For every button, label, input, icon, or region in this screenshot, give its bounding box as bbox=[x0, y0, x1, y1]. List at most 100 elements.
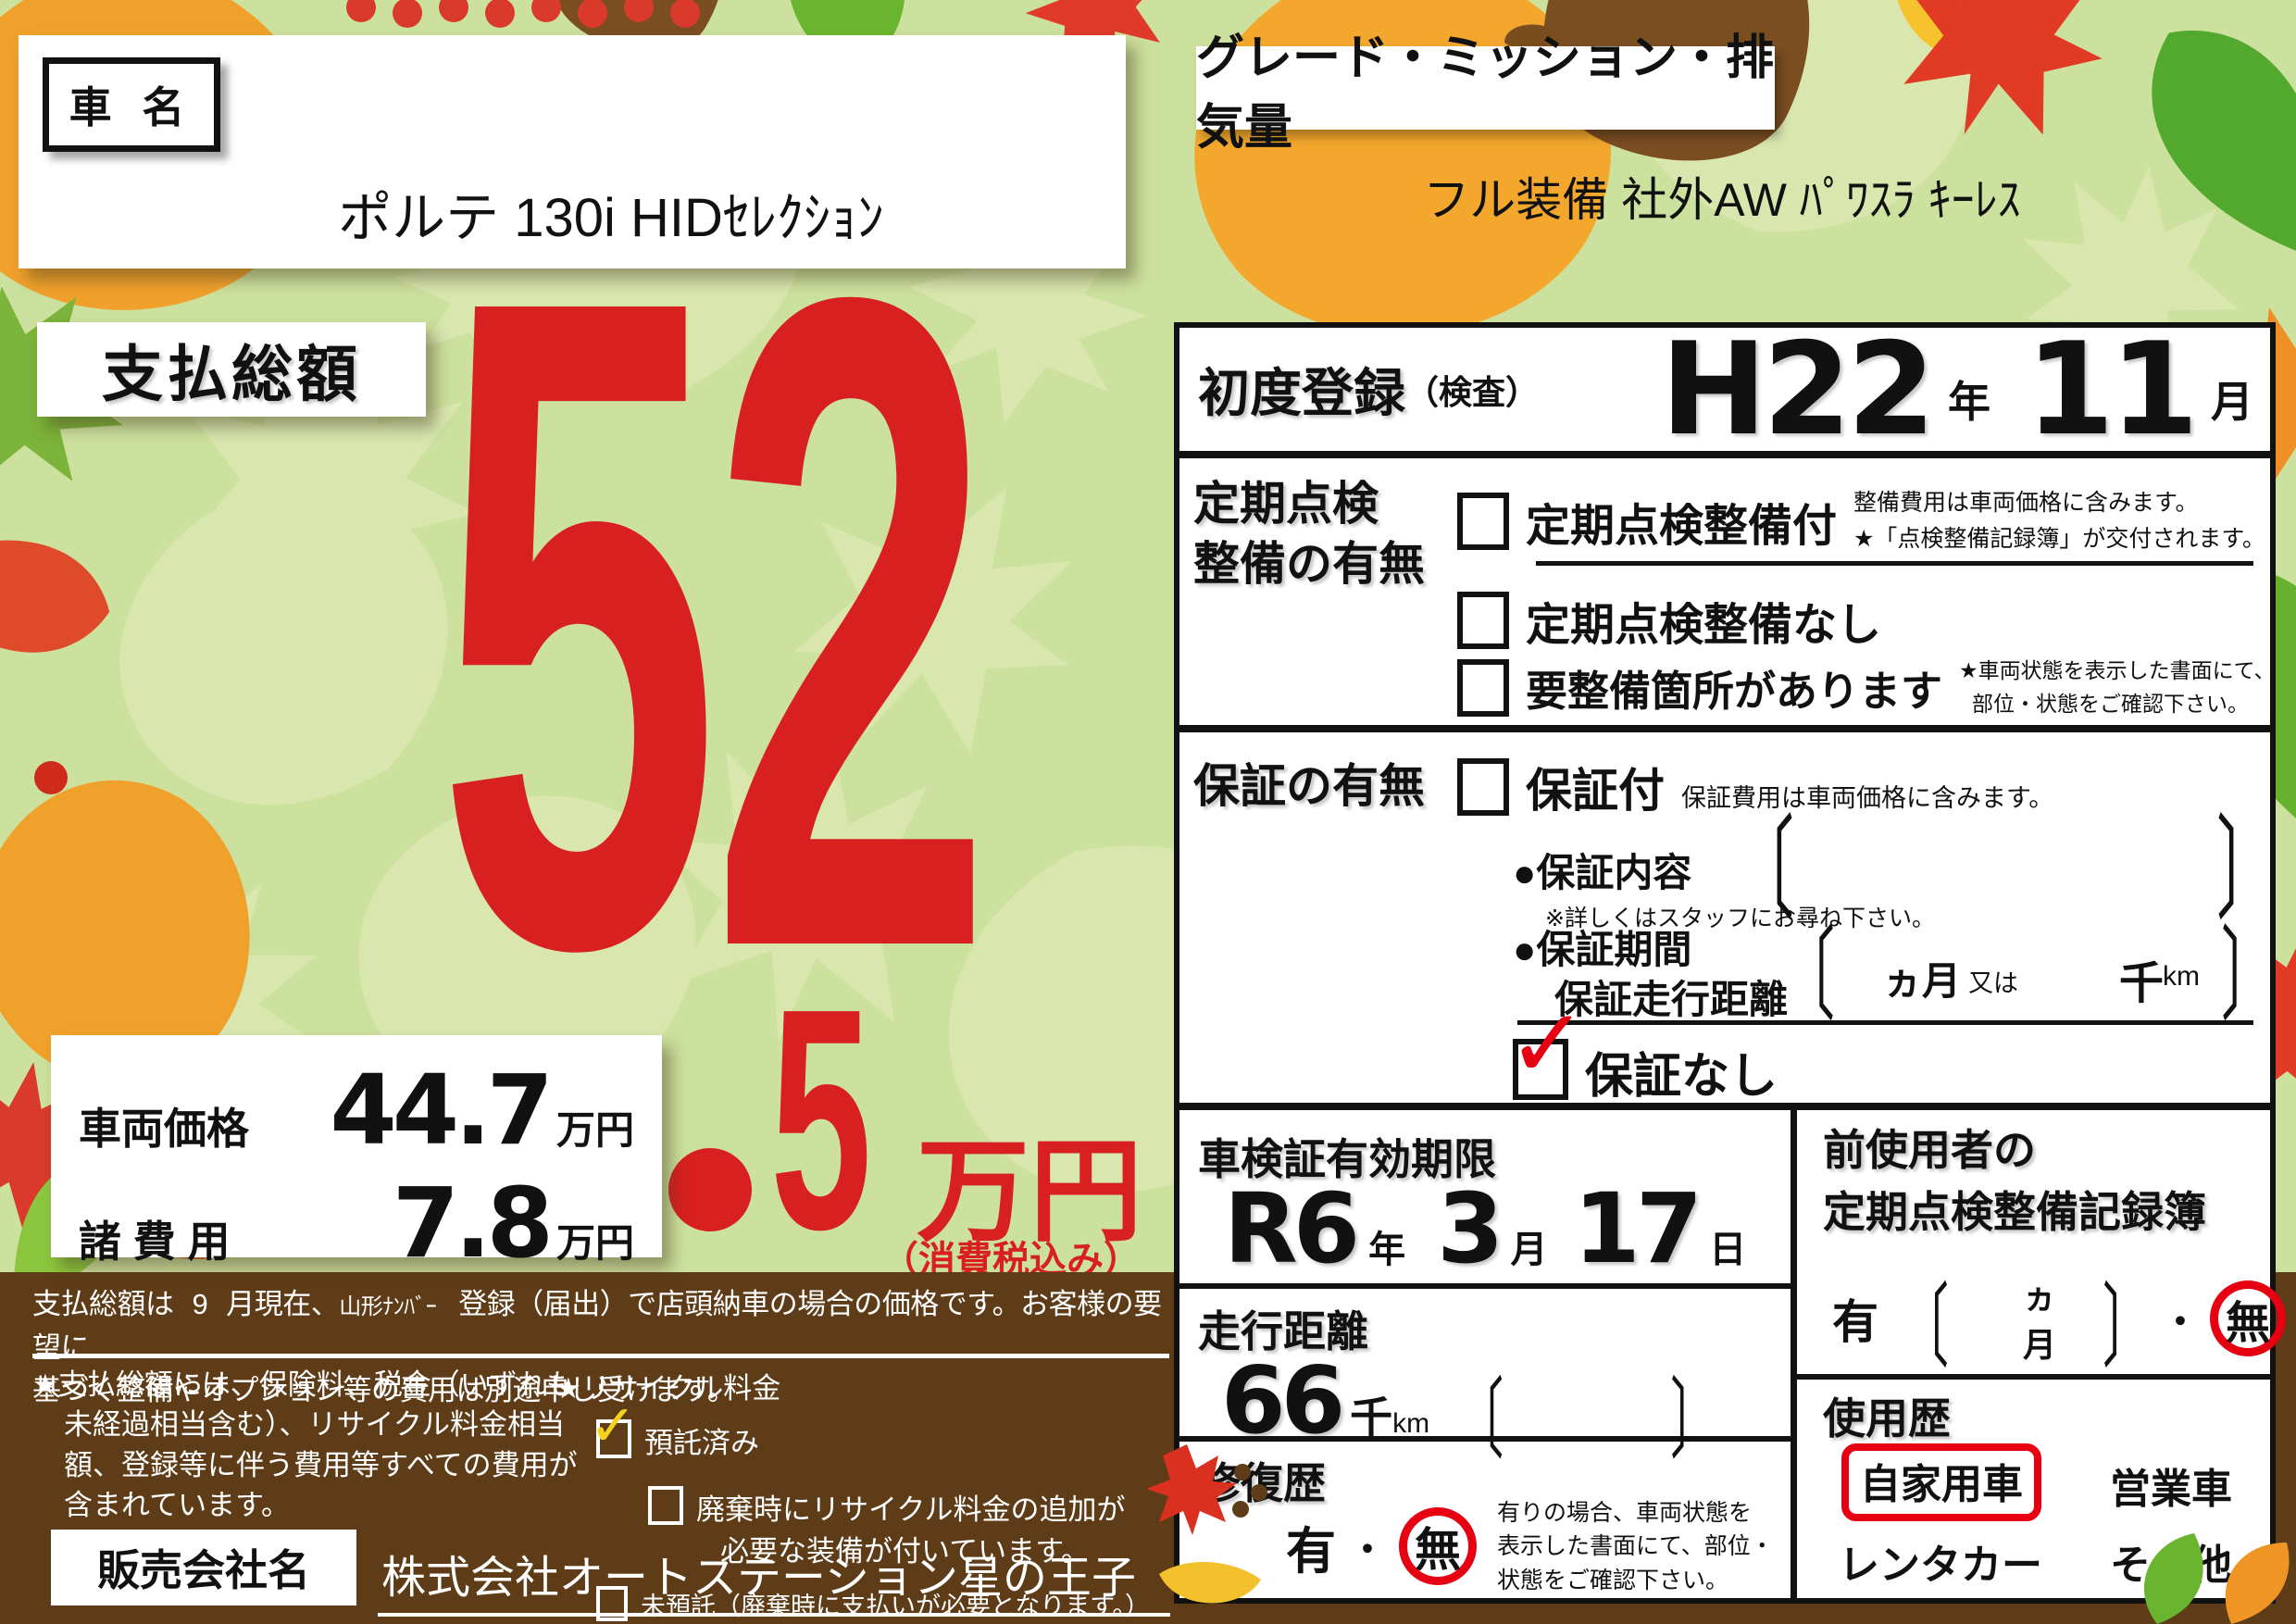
footer-current-month: 9 bbox=[192, 1288, 208, 1320]
registration-year-unit: 年 bbox=[1947, 377, 1990, 426]
fees-row: 諸 費 用 7.8 万円 bbox=[79, 1167, 634, 1280]
grade-header-label: グレード・ミッション・排気量 bbox=[1196, 31, 1775, 155]
footer-divider bbox=[32, 1354, 1169, 1358]
decimal-dot bbox=[668, 1148, 752, 1231]
warranty-km: km bbox=[2163, 961, 2200, 992]
warranty-period-bracket-open: 〔 bbox=[1781, 918, 1836, 1034]
footer-note1-post: 登録（届出）で店頭納車の場合の価格です。お客様の要望に bbox=[32, 1288, 1162, 1364]
inspection-option2-row: 定期点検整備なし bbox=[1457, 588, 1881, 653]
warranty-content-bracket-close: 〕 bbox=[2216, 806, 2276, 933]
recycle-fee-label: ★リサイクル料金 bbox=[555, 1372, 781, 1405]
grade-value: フル装備 社外AW ﾊﾟﾜｽﾗ ｷｰﾚｽ bbox=[1423, 174, 2021, 226]
repair-note3: 状態をご確認下さい。 bbox=[1497, 1567, 1729, 1593]
record-book-months-unit: ヵ月 bbox=[2023, 1278, 2057, 1364]
seller-name: 株式会社オートステーション星の王子 bbox=[381, 1554, 1137, 1603]
warranty-content-tip: ※詳しくはスタッフにお尋ね下さい。 bbox=[1545, 906, 1935, 931]
total-price-decimal: 5 bbox=[770, 943, 872, 1295]
inspection-without-checkbox[interactable] bbox=[1457, 592, 1509, 649]
fees-label: 諸 費 用 bbox=[79, 1218, 231, 1266]
inspection-label-line2: 整備の有無 bbox=[1193, 538, 1425, 590]
fees-unit: 万円 bbox=[555, 1221, 634, 1265]
warranty-months-unit: ヵ月 bbox=[1883, 959, 1962, 1003]
mileage-unit-km: km bbox=[1392, 1408, 1430, 1439]
registration-row: 初度登録 （検査） H22 年 11 月 bbox=[1198, 315, 2253, 464]
inspection-option3-note2: 部位・状態をご確認下さい。 bbox=[1972, 691, 2250, 716]
total-price-unit: 万円 bbox=[917, 1129, 1142, 1255]
inspection-option1-row: 定期点検整備付 整備費用は車両価格に含みます。 ★「点検整備記録簿」が交付されま… bbox=[1457, 485, 2265, 557]
seller-label-box: 販売会社名 bbox=[51, 1530, 356, 1605]
inspection-with-checkbox[interactable] bbox=[1457, 492, 1509, 550]
shaken-day: 17 bbox=[1573, 1172, 1703, 1285]
warranty-with-checkbox[interactable] bbox=[1457, 758, 1509, 816]
usage-option-private: 自家用車 bbox=[1841, 1443, 2041, 1521]
mileage-bracket-open: 〔 bbox=[1457, 1370, 1504, 1469]
recycle-undeposited-checkbox[interactable] bbox=[596, 1586, 628, 1621]
repair-note: 有りの場合、車両状態を 表示した書面にて、部位・ 状態をご確認下さい。 bbox=[1497, 1496, 1774, 1597]
record-book-yes: 有 bbox=[1832, 1296, 1878, 1348]
car-name-label: 車 名 bbox=[69, 83, 194, 131]
inspection-needed-checkbox[interactable] bbox=[1457, 658, 1509, 717]
usage-label: 使用歴 bbox=[1823, 1394, 1951, 1443]
vehicle-price-value: 44.7 bbox=[330, 1054, 554, 1167]
warranty-none-checkmark: ✓ bbox=[1507, 991, 1589, 1098]
warranty-section-label: 保証の有無 bbox=[1193, 760, 1425, 812]
recycle-additional-row: 廃棄時にリサイクル料金の追加が 必要な装備が付いています。 bbox=[648, 1486, 1171, 1569]
repair-yes: 有 bbox=[1286, 1523, 1336, 1580]
warranty-none-label: 保証なし bbox=[1585, 1050, 1778, 1104]
inspection-option2-label: 定期点検整備なし bbox=[1526, 601, 1882, 650]
record-book-label-line1: 前使用者の bbox=[1823, 1126, 2036, 1174]
vehicle-price-label: 車両価格 bbox=[79, 1105, 249, 1153]
registration-label: 初度登録 bbox=[1198, 364, 1405, 422]
recycle-additional-line1: 廃棄時にリサイクル料金の追加が bbox=[696, 1493, 1126, 1526]
car-name-value: ポルテ 130i HIDｾﾚｸｼｮﾝ bbox=[338, 188, 884, 248]
footer-plate-name: 山形ﾅﾝﾊﾞｰ bbox=[339, 1294, 437, 1319]
warranty-or-text: 又は bbox=[1968, 969, 2018, 997]
inspection-option3-note1: ★車両状態を表示した書面にて、 bbox=[1959, 658, 2276, 682]
recycle-additional-line2: 必要な装備が付いています。 bbox=[720, 1535, 1090, 1568]
recycle-additional-checkbox[interactable] bbox=[648, 1486, 683, 1525]
vehicle-price-unit: 万円 bbox=[555, 1108, 634, 1152]
inspection-option3-notes: ★車両状態を表示した書面にて、 部位・状態をご確認下さい。 bbox=[1959, 655, 2275, 720]
mileage-bracket-close: 〕 bbox=[1670, 1370, 1717, 1469]
record-book-label-line2: 定期点検整備記録簿 bbox=[1823, 1187, 2206, 1236]
usage-option-rental: レンタカー bbox=[1839, 1543, 2042, 1588]
recycle-deposited-checkbox[interactable] bbox=[596, 1419, 631, 1458]
warranty-period-label: ●保証期間 bbox=[1513, 928, 1692, 971]
footer-note1-pre: 支払総額は bbox=[32, 1288, 174, 1320]
warranty-with-note: 保証費用は車両価格に含みます。 bbox=[1681, 783, 2054, 812]
registration-label-sub: （検査） bbox=[1405, 372, 1540, 411]
inspection-option1-note1: 整備費用は車両価格に含みます。 bbox=[1853, 490, 2199, 516]
repair-no-circle: 無 bbox=[1399, 1507, 1477, 1586]
maple-berry-decoration bbox=[1146, 1444, 1267, 1604]
recycle-deposited-row: ✓ 預託済み bbox=[589, 1394, 1171, 1466]
repair-no: 無 bbox=[1415, 1524, 1461, 1577]
grade-header: グレード・ミッション・排気量 bbox=[1196, 31, 1775, 155]
corner-leaf-decoration bbox=[2143, 1533, 2290, 1624]
vehicle-info-panel: 初度登録 （検査） H22 年 11 月 定期点検 整備の有無 定期点検整備付 … bbox=[1174, 315, 2287, 1604]
footer-note1-mid: 月現在、 bbox=[226, 1288, 340, 1320]
repair-note2: 表示した書面にて、部位・ bbox=[1497, 1533, 1774, 1560]
total-price-integer: 52 bbox=[437, 106, 993, 1140]
mileage-label: 走行距離 bbox=[1198, 1307, 1368, 1355]
shaken-label: 車検証有効期限 bbox=[1198, 1135, 1496, 1183]
footer-star-note: ★支払総額には、保険料、税金（いずれも未経過相当含む）、リサイクル料金相当額、登… bbox=[32, 1368, 578, 1522]
recycle-deposited-label: 預託済み bbox=[644, 1427, 759, 1459]
warranty-with-label: 保証付 bbox=[1526, 765, 1665, 817]
shaken-year-unit: 年 bbox=[1368, 1230, 1406, 1270]
shaken-month-unit: 月 bbox=[1510, 1230, 1548, 1270]
warranty-with-row: 保証付 保証費用は車両価格に含みます。 bbox=[1457, 754, 2053, 820]
vehicle-price-row: 車両価格 44.7 万円 bbox=[79, 1054, 634, 1167]
fees-value: 7.8 bbox=[392, 1167, 554, 1280]
repair-note1: 有りの場合、車両状態を bbox=[1497, 1500, 1753, 1526]
record-book-no-circle: 無 bbox=[2210, 1280, 2287, 1356]
registration-year: H22 bbox=[1660, 315, 1936, 464]
footer-note1-line2: 基づく整備やオプション等の費用は別途申し受けます。 bbox=[32, 1374, 736, 1406]
car-name-card: 車 名 ポルテ 130i HIDｾﾚｸｼｮﾝ bbox=[19, 35, 1126, 269]
inspection-option1-note2: ★「点検整備記録簿」が交付されます。 bbox=[1853, 525, 2265, 552]
inspection-section-label: 定期点検 整備の有無 bbox=[1193, 474, 1425, 594]
registration-month: 11 bbox=[2025, 315, 2199, 464]
warranty-none-checkbox[interactable] bbox=[1513, 1039, 1568, 1100]
seller-underline bbox=[378, 1613, 1170, 1617]
mileage-unit-thousand: 千 bbox=[1350, 1393, 1393, 1442]
usage-option-commercial: 営業車 bbox=[2110, 1467, 2232, 1512]
